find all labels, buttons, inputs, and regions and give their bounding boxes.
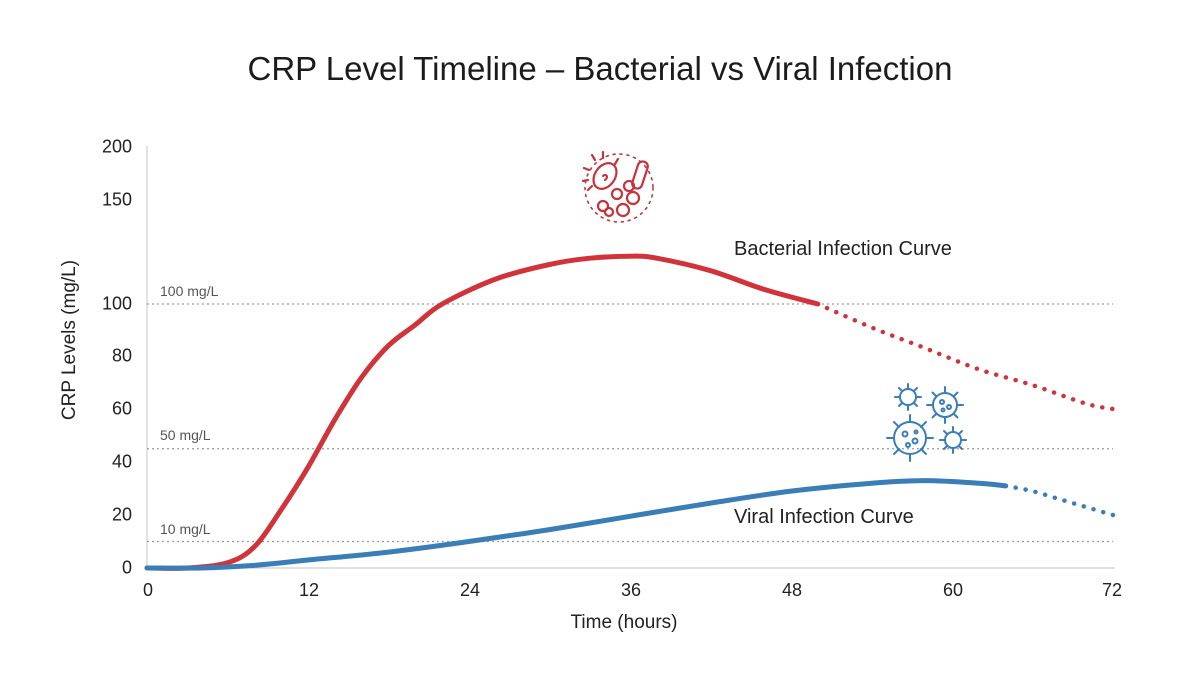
x-tick-label: 12 xyxy=(298,580,320,600)
viral-curve-projection xyxy=(1003,483,1116,518)
viral-curve-solid xyxy=(144,478,1009,571)
viral-series-label: Viral Infection Curve xyxy=(734,506,914,528)
chart-title: CRP Level Timeline – Bacterial vs Viral … xyxy=(247,50,953,87)
bacterial-curve-solid xyxy=(144,253,821,571)
virus-icon xyxy=(886,383,967,462)
x-tick-label: 60 xyxy=(942,580,964,600)
bacteria-icon xyxy=(581,150,654,223)
x-tick-label: 36 xyxy=(620,580,642,600)
reference-line-label: 10 mg/L xyxy=(160,521,211,537)
x-tick-label: 48 xyxy=(781,580,803,600)
y-tick-label: 80 xyxy=(111,345,132,366)
x-tick-label: 24 xyxy=(459,580,481,600)
y-tick-label: 150 xyxy=(101,189,132,210)
x-tick-label: 0 xyxy=(142,580,154,600)
x-axis-label: Time (hours) xyxy=(570,612,678,633)
x-tick-label: 72 xyxy=(1101,580,1123,600)
reference-line-label: 50 mg/L xyxy=(160,427,211,443)
reference-lines xyxy=(147,303,1113,543)
bacterial-series-label: Bacterial Infection Curve xyxy=(734,238,952,260)
y-tick-label: 20 xyxy=(111,504,132,525)
series-layer xyxy=(144,253,1116,571)
y-tick-label: 40 xyxy=(111,451,132,472)
y-tick-label: 200 xyxy=(101,136,132,157)
reference-line-label: 100 mg/L xyxy=(160,283,219,299)
y-tick-label: 60 xyxy=(111,398,132,419)
y-tick-label: 100 xyxy=(101,293,132,314)
bacterial-curve-projection xyxy=(815,301,1116,412)
y-tick-label: 0 xyxy=(121,557,132,578)
